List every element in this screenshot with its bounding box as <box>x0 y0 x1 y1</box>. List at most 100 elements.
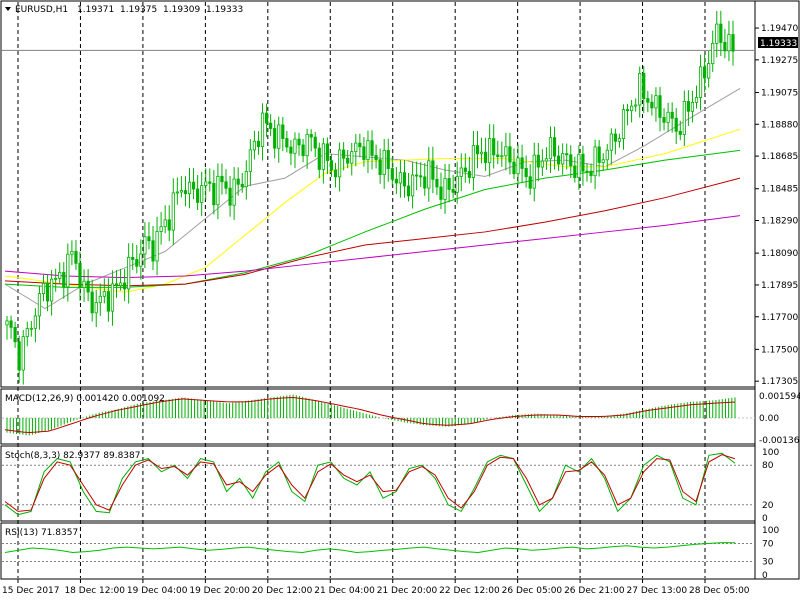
price-panel-frame <box>0 0 756 388</box>
time-axis-label: 19 Dec 20:00 <box>189 586 250 596</box>
candle-body <box>289 146 293 154</box>
candle-body <box>370 140 374 156</box>
candle-body <box>731 34 735 52</box>
candle-body <box>402 172 407 187</box>
time-axis-label: 18 Dec 12:00 <box>64 586 125 596</box>
candle-body <box>187 181 192 195</box>
candle-body <box>556 155 561 165</box>
time-axis-label: 26 Dec 05:00 <box>502 586 563 596</box>
candle-body <box>127 257 131 290</box>
candle-body <box>236 178 240 185</box>
moving-average-line <box>4 128 741 293</box>
candle-body <box>78 262 82 289</box>
candle-body <box>252 140 257 151</box>
candle-body <box>715 23 719 44</box>
candle-body <box>354 142 358 153</box>
macd-panel <box>2 394 755 436</box>
candle-body <box>139 253 143 267</box>
symbol-label: EURUSD,H1 <box>15 5 68 15</box>
candle-body <box>488 138 492 164</box>
candle-body <box>204 181 208 187</box>
candle-body <box>155 231 159 262</box>
candle-body <box>682 101 686 135</box>
candle-body <box>313 136 317 149</box>
candle-body <box>256 140 261 147</box>
candle-body <box>33 315 37 329</box>
candle-body <box>167 219 171 231</box>
stoch-panel <box>2 452 755 516</box>
candle-body <box>415 174 419 177</box>
candle-body <box>447 178 451 190</box>
candle-body <box>248 149 252 172</box>
candle-body <box>459 167 463 177</box>
candle-body <box>228 187 232 206</box>
candle-body <box>565 153 569 156</box>
candle-body <box>118 282 123 287</box>
candle-body <box>630 105 634 112</box>
candle-body <box>25 328 29 338</box>
candle-body <box>232 178 236 206</box>
price-axis-label: 1.18090 <box>761 249 798 259</box>
candle-body <box>317 147 321 170</box>
rsi-panel <box>2 542 755 562</box>
candle-body <box>516 157 520 175</box>
time-axis-label: 15 Dec 2017 <box>2 586 60 596</box>
candle-body <box>342 149 346 159</box>
candle-body <box>662 117 666 123</box>
candle-body <box>471 145 476 178</box>
candle-body <box>41 282 46 295</box>
candle-body <box>358 142 362 148</box>
candle-body <box>285 138 289 148</box>
candle-body <box>625 109 630 112</box>
candle-body <box>423 176 427 189</box>
rsi-axis-label: 70 <box>762 540 774 550</box>
candle-body <box>374 155 378 161</box>
candle-body <box>362 146 366 160</box>
candle-body <box>406 185 411 197</box>
stoch-axis-label: 0 <box>762 514 768 524</box>
candle-body <box>147 236 151 242</box>
candle-body <box>346 157 350 164</box>
candle-body <box>650 101 654 109</box>
candle-body <box>329 160 334 171</box>
candle-body <box>175 191 179 194</box>
candle-body <box>520 157 524 169</box>
candle-body <box>524 168 528 178</box>
price-axis-label: 1.17305 <box>761 377 798 387</box>
candle-body <box>159 226 163 232</box>
dropdown-triangle-icon[interactable] <box>5 7 11 11</box>
candle-body <box>191 181 196 190</box>
candle-body <box>309 133 313 138</box>
time-axis-label: 21 Dec 20:00 <box>377 586 438 596</box>
candle-body <box>135 259 139 267</box>
candle-body <box>654 95 658 109</box>
candle-body <box>674 117 678 132</box>
candle-body <box>711 42 715 65</box>
candle-body <box>29 327 33 330</box>
stoch-axis-label: 100 <box>762 448 779 458</box>
candle-body <box>54 277 58 280</box>
ohlc-high: 1.19375 <box>120 5 157 15</box>
price-axis-label: 1.18485 <box>761 185 798 195</box>
candle-body <box>106 291 110 312</box>
candle-body <box>90 291 94 314</box>
candle-body <box>561 153 565 165</box>
candle-body <box>37 293 42 317</box>
time-axis-label: 19 Dec 04:00 <box>127 586 188 596</box>
candle-body <box>386 150 390 169</box>
moving-average-line <box>4 87 741 310</box>
candle-body <box>589 170 593 177</box>
time-axis-label: 20 Dec 12:00 <box>252 586 313 596</box>
current-price-label: 1.19333 <box>760 39 797 49</box>
candle-body <box>581 153 585 172</box>
candle-body <box>451 189 455 193</box>
candle-body <box>723 42 727 52</box>
candle-body <box>220 175 224 183</box>
candle-body <box>196 188 200 203</box>
rsi-axis-label: 0 <box>762 571 768 581</box>
candle-body <box>427 160 431 189</box>
candle-body <box>208 181 212 184</box>
candle-body <box>569 154 573 167</box>
ohlc-open: 1.19371 <box>77 5 114 15</box>
